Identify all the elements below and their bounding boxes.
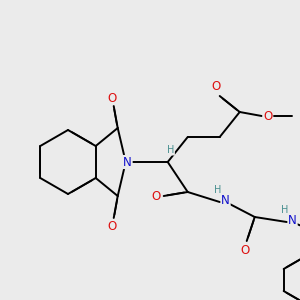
Text: N: N (288, 214, 297, 226)
Text: N: N (123, 155, 132, 169)
Text: N: N (221, 194, 230, 206)
Text: O: O (211, 80, 220, 92)
Text: O: O (263, 110, 272, 122)
Text: H: H (167, 145, 174, 155)
Text: O: O (107, 92, 116, 104)
Text: O: O (107, 220, 116, 232)
Text: H: H (281, 205, 288, 215)
Text: O: O (240, 244, 249, 257)
Text: H: H (214, 185, 221, 195)
Text: O: O (151, 190, 160, 202)
